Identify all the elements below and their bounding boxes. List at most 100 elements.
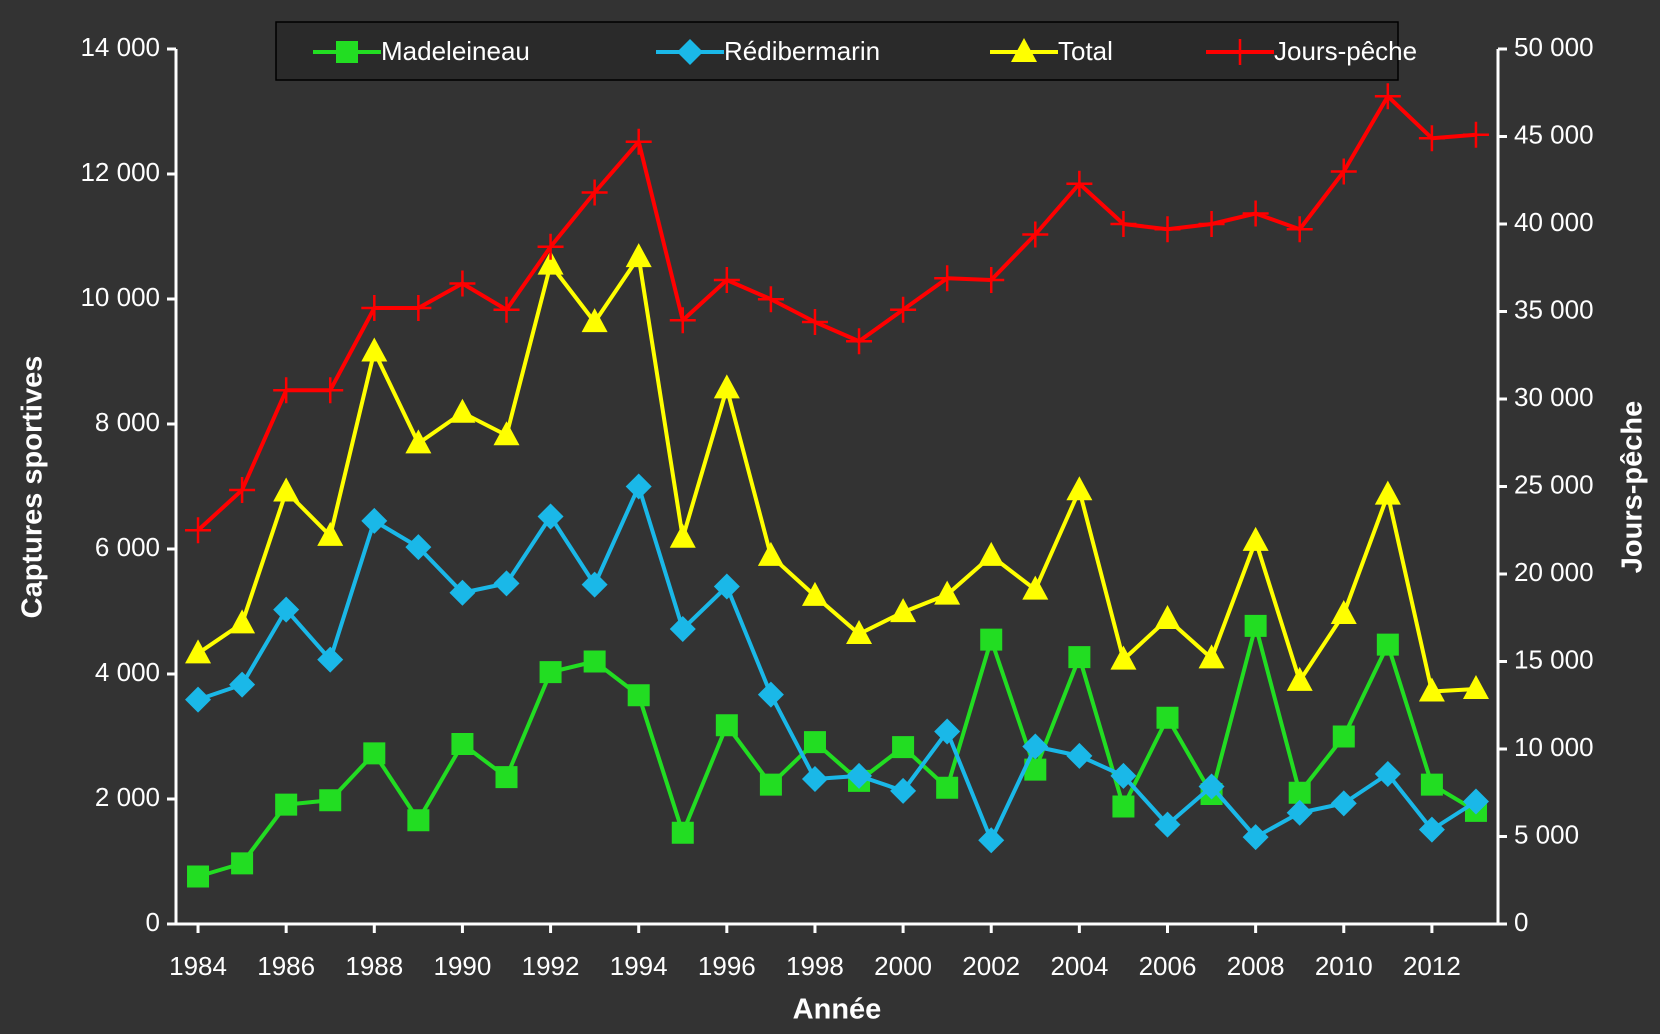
marker	[1330, 158, 1357, 185]
marker	[1022, 733, 1049, 760]
marker	[803, 731, 826, 754]
marker	[1376, 633, 1399, 656]
marker	[1332, 725, 1355, 748]
marker	[185, 686, 212, 713]
y2-tick-label: 40 000	[1514, 207, 1594, 237]
x-tick-label: 2010	[1315, 951, 1373, 981]
y-tick-label: 12 000	[80, 157, 160, 187]
marker	[231, 852, 254, 875]
marker	[713, 267, 740, 293]
marker	[317, 377, 344, 404]
marker	[229, 671, 256, 698]
x-tick-label: 2002	[962, 951, 1020, 981]
legend-label: Madeleineau	[381, 36, 530, 66]
marker	[1242, 200, 1269, 227]
marker	[185, 639, 212, 664]
marker	[1110, 211, 1137, 237]
y2-tick-label: 45 000	[1514, 119, 1594, 149]
marker	[1066, 742, 1093, 769]
marker	[273, 596, 300, 623]
marker	[757, 541, 784, 566]
marker	[1244, 614, 1267, 637]
marker	[1286, 799, 1313, 826]
y2-tick-label: 50 000	[1514, 32, 1594, 62]
marker	[1418, 125, 1445, 152]
marker	[625, 128, 652, 155]
marker	[846, 328, 873, 355]
x-tick-label: 1990	[434, 951, 492, 981]
marker	[273, 377, 300, 404]
marker	[890, 296, 917, 323]
legend-label: Jours-pêche	[1274, 36, 1417, 66]
y2-tick-label: 0	[1514, 907, 1528, 937]
marker	[1066, 476, 1093, 501]
marker	[537, 503, 564, 530]
marker	[801, 766, 828, 792]
marker	[449, 579, 476, 606]
marker	[1462, 675, 1489, 699]
marker	[187, 865, 210, 888]
marker	[229, 609, 256, 634]
marker	[627, 684, 650, 707]
marker	[1068, 646, 1091, 669]
marker	[493, 296, 520, 323]
marker	[625, 243, 652, 268]
x-tick-label: 2000	[874, 951, 932, 981]
legend-label: Rédibermarin	[724, 36, 880, 66]
marker	[539, 661, 562, 684]
marker	[361, 295, 388, 321]
marker	[581, 308, 608, 333]
marker	[229, 477, 256, 503]
y-tick-label: 14 000	[80, 32, 160, 62]
marker	[713, 573, 740, 600]
marker	[715, 714, 738, 737]
marker	[1462, 121, 1489, 148]
marker	[319, 789, 342, 812]
x-tick-label: 1996	[698, 951, 756, 981]
marker	[1198, 644, 1225, 669]
marker	[449, 270, 476, 297]
marker	[317, 521, 344, 546]
series-line	[197, 623, 1477, 879]
x-tick-label: 2012	[1403, 951, 1461, 981]
marker	[980, 628, 1003, 651]
marker	[846, 620, 873, 644]
marker	[581, 571, 608, 598]
marker	[1286, 666, 1313, 691]
marker	[405, 295, 432, 321]
marker	[449, 398, 476, 423]
marker	[713, 374, 740, 399]
marker	[493, 570, 520, 597]
marker	[801, 309, 828, 335]
marker	[978, 267, 1005, 293]
marker	[1022, 221, 1049, 248]
marker	[1286, 216, 1313, 243]
marker	[1154, 605, 1181, 629]
series-line	[196, 255, 1477, 694]
marker	[846, 762, 873, 789]
marker	[336, 41, 358, 63]
marker	[890, 777, 917, 804]
marker	[890, 598, 917, 623]
y-tick-label: 2 000	[95, 782, 160, 812]
marker	[1242, 824, 1269, 851]
marker	[405, 429, 432, 454]
marker	[978, 541, 1005, 566]
marker	[537, 233, 564, 260]
marker	[1242, 526, 1269, 551]
marker	[801, 581, 828, 606]
marker	[669, 523, 696, 548]
marker	[669, 307, 696, 334]
x-tick-label: 1988	[345, 951, 403, 981]
marker	[892, 736, 915, 759]
marker	[1462, 788, 1489, 815]
marker	[361, 507, 388, 534]
marker	[1198, 773, 1225, 800]
marker	[677, 39, 703, 65]
marker	[1418, 677, 1445, 702]
marker	[1011, 38, 1037, 62]
marker	[581, 179, 608, 206]
